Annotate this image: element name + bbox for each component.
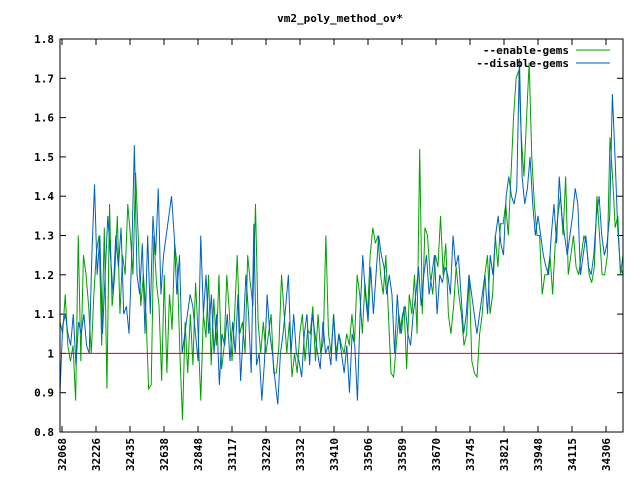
y-tick-label: 1.4 [34, 190, 54, 203]
legend: --enable-gems--disable-gems [476, 44, 610, 70]
chart-title: vm2_poly_method_ov* [277, 12, 403, 25]
y-tick-label: 1.3 [34, 230, 54, 243]
y-tick-label: 0.8 [34, 426, 54, 439]
x-tick-label: 33229 [260, 438, 273, 471]
x-tick-label: 33506 [362, 438, 375, 471]
x-tick-label: 33821 [498, 438, 511, 471]
x-tick-label: 33745 [464, 438, 477, 471]
y-tick-label: 1.2 [34, 269, 54, 282]
series-line-enable-gems [59, 62, 624, 421]
x-tick-label: 33948 [532, 438, 545, 471]
x-tick-label: 32068 [56, 438, 69, 471]
x-tick-label: 33117 [226, 438, 239, 471]
x-tick-label: 32848 [192, 438, 205, 471]
plot-area-border [59, 38, 624, 433]
y-tick-label: 1 [47, 347, 54, 360]
legend-label: --disable-gems [476, 57, 569, 70]
series-line-disable-gems [59, 58, 624, 405]
x-tick-label: 32638 [158, 438, 171, 471]
y-tick-label: 1.1 [34, 308, 54, 321]
x-tick-label: 32226 [90, 438, 103, 471]
series-layer [59, 58, 624, 421]
y-tick-label: 1.6 [34, 112, 54, 125]
y-tick-label: 1.7 [34, 72, 54, 85]
y-tick-label: 0.9 [34, 387, 54, 400]
x-tick-label: 34306 [600, 438, 613, 471]
x-tick-label: 33670 [430, 438, 443, 471]
x-tick-label: 33332 [294, 438, 307, 471]
legend-label: --enable-gems [483, 44, 569, 57]
x-tick-label: 32435 [124, 438, 137, 471]
y-tick-label: 1.5 [34, 151, 54, 164]
x-tick-label: 34115 [566, 438, 579, 471]
x-tick-label: 33410 [328, 438, 341, 471]
x-tick-label: 33589 [396, 438, 409, 471]
y-tick-label: 1.8 [34, 33, 54, 46]
x-axis-ticks: 32068 32226 32435 32638 32848 33117 33229 33332… [56, 39, 613, 471]
y-axis-ticks: 0.8 0.9 1 1.1 1.2 1.3 1.4 1.5 1.6 1.7 1.8 [34, 33, 623, 439]
